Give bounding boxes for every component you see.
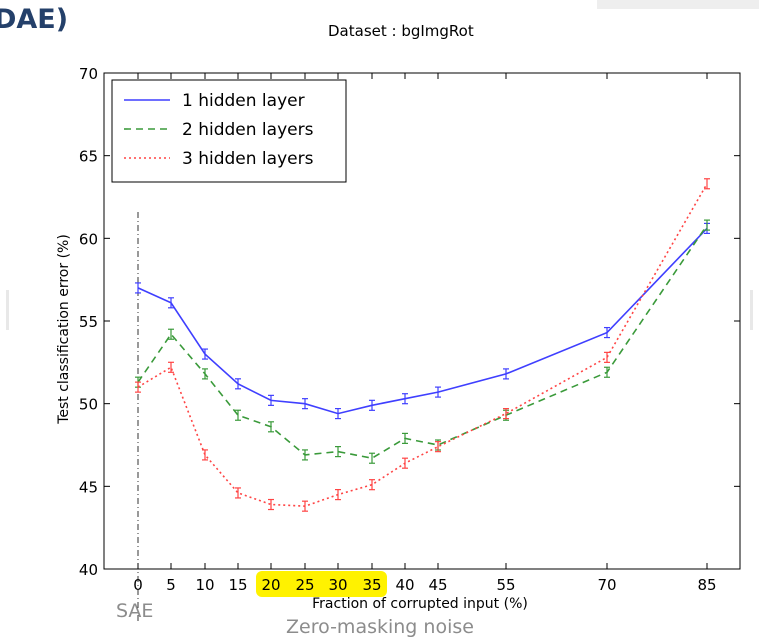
- y-axis-label: Test classification error (%): [56, 234, 72, 425]
- y-tick-label: 60: [79, 230, 98, 248]
- x-axis-label: Fraction of corrupted input (%): [312, 596, 528, 612]
- y-tick-label: 55: [79, 313, 98, 331]
- legend-label: 2 hidden layers: [182, 120, 314, 140]
- x-tick-label: 35: [362, 576, 381, 594]
- slide-title-fragment: DAE): [0, 4, 69, 35]
- x-tick-label: 25: [295, 576, 314, 594]
- series-line-2: [137, 224, 708, 460]
- legend-label: 3 hidden layers: [182, 149, 314, 169]
- x-tick-label: 5: [166, 576, 176, 594]
- legend-box: [111, 79, 347, 183]
- x-tick-label: 10: [195, 576, 214, 594]
- x-tick-label: 70: [597, 576, 616, 594]
- x-tick-label: 45: [428, 576, 447, 594]
- right-edge-mark: [750, 290, 753, 330]
- sae-label: SAE: [116, 600, 154, 622]
- y-tick-label: 50: [79, 396, 98, 414]
- x-tick-highlight: [256, 571, 387, 597]
- series-line-3: [137, 183, 708, 508]
- noise-type-caption: Zero-masking noise: [286, 616, 474, 638]
- corner-decoration: [597, 0, 759, 9]
- x-tick-label: 40: [395, 576, 414, 594]
- x-tick-label: 55: [496, 576, 515, 594]
- series-line-1: [137, 227, 708, 415]
- x-tick-label: 15: [228, 576, 247, 594]
- chart-title: Dataset : bgImgRot: [328, 22, 474, 40]
- legend-label: 1 hidden layer: [182, 91, 305, 111]
- y-tick-label: 45: [79, 478, 98, 496]
- left-edge-mark: [6, 290, 9, 330]
- y-tick-label: 65: [79, 148, 98, 166]
- y-tick-label: 40: [79, 561, 98, 579]
- x-tick-label: 20: [261, 576, 280, 594]
- y-tick-label: 70: [79, 65, 98, 83]
- x-tick-label: 30: [328, 576, 347, 594]
- x-tick-label: 85: [697, 576, 716, 594]
- x-tick-label: 0: [133, 576, 143, 594]
